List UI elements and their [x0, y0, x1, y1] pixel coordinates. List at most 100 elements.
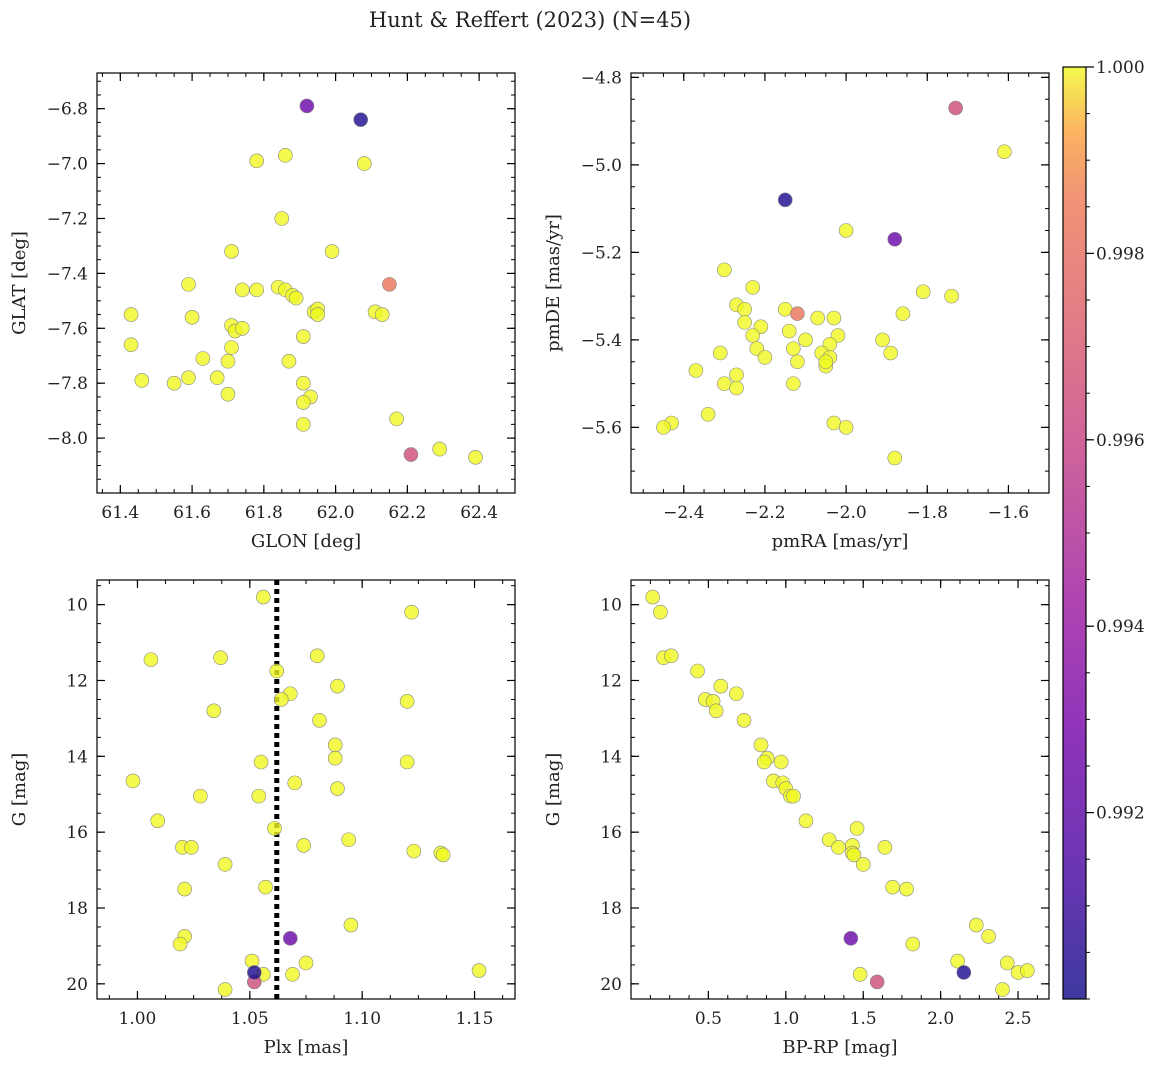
panel-pmra-pmde: −2.4 −2.2 −2.0 −1.8 −1.6 −5.6 −5.4 −5.2 −5.0 −4.8… — [543, 68, 1050, 552]
x-tick-label: 2.0 — [927, 1009, 954, 1029]
scatter-point — [831, 840, 846, 855]
scatter-point — [717, 262, 732, 278]
scatter-point — [406, 843, 422, 859]
scatter-point — [995, 982, 1010, 997]
axes-frame — [630, 579, 1050, 1000]
scatter-point — [274, 211, 290, 226]
y-tick-label: 16 — [66, 823, 88, 843]
x-tick-label: 1.0 — [772, 1009, 799, 1029]
scatter-point — [267, 821, 282, 836]
scatter-point — [887, 450, 903, 466]
scatter-point — [224, 340, 239, 355]
scatter-point — [143, 652, 159, 667]
scatter-point — [653, 604, 668, 620]
scatter-point — [224, 244, 239, 259]
y-tick-label: 18 — [66, 899, 88, 919]
x-tick-label: 1.15 — [456, 1009, 494, 1029]
scatter-point — [737, 315, 752, 330]
scatter-point — [184, 840, 199, 855]
scatter-point — [404, 604, 419, 620]
scatter-point — [885, 879, 900, 895]
x-tick-label: 2.5 — [1005, 1009, 1032, 1029]
scatter-point — [838, 223, 854, 238]
scatter-point — [663, 648, 679, 664]
scatter-point — [435, 847, 451, 863]
scatter-point — [296, 838, 312, 853]
scatter-point — [997, 144, 1012, 160]
scatter-point — [324, 244, 340, 259]
y-tick-label: 14 — [600, 747, 622, 767]
scatter-point — [956, 965, 972, 980]
x-tick-label: 62.4 — [460, 503, 498, 523]
x-tick-label: −1.8 — [907, 503, 948, 523]
scatter-point — [753, 737, 769, 753]
scatter-point — [869, 974, 885, 990]
scatter-point — [382, 277, 397, 292]
y-tick-label: −5.6 — [581, 418, 622, 438]
scatter-point — [905, 936, 921, 952]
x-tick-label: 0.5 — [695, 1009, 722, 1029]
scatter-point — [875, 332, 890, 348]
scatter-point — [209, 370, 225, 386]
scatter-point — [690, 663, 705, 679]
scatter-point — [288, 290, 304, 306]
scatter-point — [895, 306, 911, 321]
x-axis-label: pmRA [mas/yr] — [772, 531, 909, 552]
scatter-point — [123, 307, 139, 322]
scatter-point — [296, 375, 311, 391]
scatter-point — [757, 350, 773, 365]
scatter-point — [296, 329, 311, 344]
colorbar-tick-label: 0.996 — [1096, 431, 1145, 451]
scatter-point — [843, 931, 859, 946]
scatter-point — [287, 775, 303, 791]
y-tick-label: −7.6 — [47, 319, 88, 339]
scatter-point — [399, 694, 415, 709]
scatter-point — [887, 231, 903, 247]
colorbar-tick-label: 0.998 — [1096, 244, 1145, 264]
scatter-point — [213, 650, 228, 666]
x-tick-label: 1.00 — [119, 1009, 157, 1029]
scatter-point — [235, 282, 250, 298]
scatter-point — [968, 917, 984, 933]
y-tick-label: 20 — [600, 975, 622, 995]
scatter-point — [251, 788, 267, 804]
y-tick-label: −7.4 — [47, 264, 88, 284]
scatter-point — [181, 277, 196, 292]
y-tick-label: −4.8 — [581, 68, 622, 88]
scatter-point — [786, 341, 801, 356]
x-tick-label: 61.6 — [173, 503, 211, 523]
scatter-point — [278, 148, 293, 163]
y-tick-label: −7.2 — [47, 209, 88, 229]
y-tick-label: −5.0 — [581, 156, 622, 176]
scatter-point — [700, 406, 716, 422]
scatter-point — [899, 881, 914, 897]
scatter-point — [944, 288, 959, 304]
scatter-point — [181, 370, 196, 386]
scatter-point — [468, 450, 483, 465]
scatter-point — [432, 441, 447, 457]
scatter-point — [736, 712, 752, 728]
scatter-point — [166, 375, 182, 391]
scatter-point — [786, 376, 801, 391]
scatter-point — [282, 931, 298, 946]
scatter-point — [247, 965, 262, 980]
scatter-point — [281, 353, 297, 369]
y-tick-label: −8.0 — [47, 429, 88, 449]
x-axis-label: Plx [mas] — [264, 1037, 349, 1058]
scatter-point — [296, 417, 311, 432]
y-tick-label: −7.0 — [47, 155, 88, 175]
scatter-point — [309, 648, 325, 664]
scatter-point — [327, 737, 343, 753]
scatter-point — [786, 788, 801, 804]
scatter-point — [852, 967, 868, 982]
y-tick-label: 18 — [600, 899, 622, 919]
scatter-point — [341, 832, 356, 848]
figure-title: Hunt & Reffert (2023) (N=45) — [369, 8, 691, 32]
scatter-point — [220, 353, 236, 369]
scatter-point — [125, 773, 141, 789]
scatter-point — [790, 306, 805, 321]
scatter-point — [327, 750, 343, 766]
axes-frame — [96, 72, 516, 494]
scatter-point — [403, 447, 419, 462]
scatter-points — [656, 100, 1012, 466]
